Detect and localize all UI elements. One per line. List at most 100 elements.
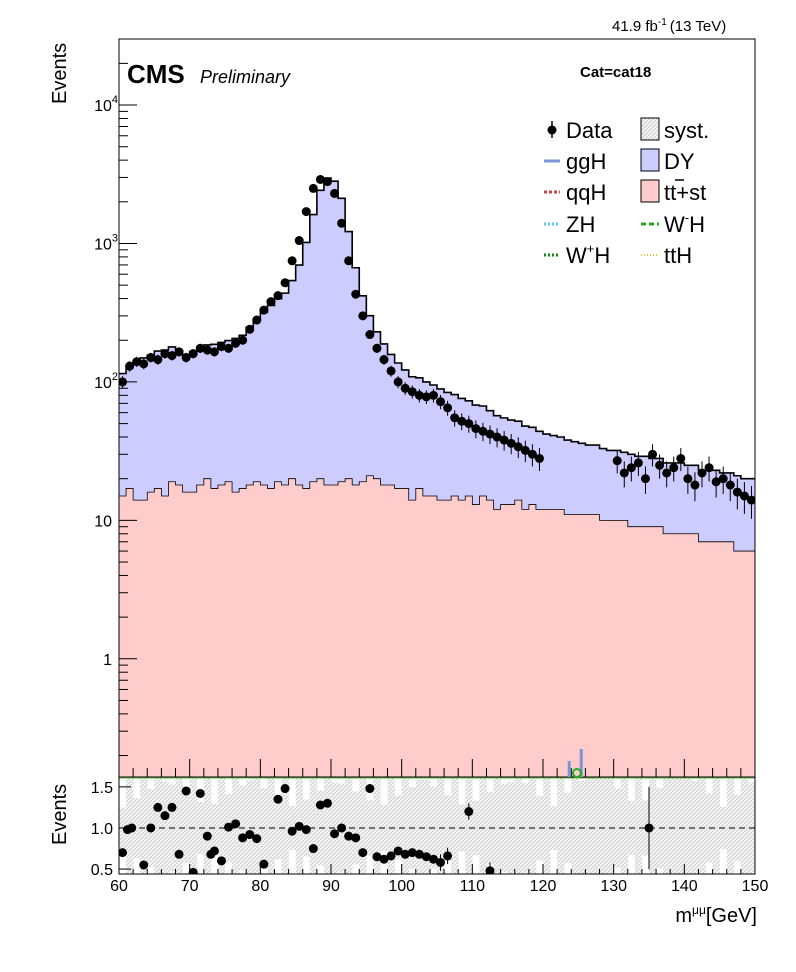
dy-bar — [493, 415, 501, 510]
tt-bar — [465, 495, 473, 777]
data-point — [499, 435, 509, 445]
dy-bar — [698, 470, 706, 542]
legend-ggh-label: ggH — [566, 149, 606, 174]
syst-band — [253, 778, 261, 874]
data-point — [146, 353, 156, 363]
syst-band — [592, 777, 600, 874]
tt-bar — [253, 481, 261, 777]
dy-bar — [203, 344, 212, 479]
syst-band — [444, 795, 452, 861]
dy-bar — [281, 293, 289, 486]
y-axis-ratio: 1.5 1.0 0.5 — [91, 780, 131, 879]
tt-bar — [620, 520, 629, 777]
data-point — [513, 442, 523, 452]
tt-bar — [408, 500, 417, 777]
syst-band — [281, 777, 289, 874]
data-point — [640, 474, 650, 484]
dy-bar — [323, 178, 332, 486]
ratio-point — [436, 857, 446, 867]
ratio-point — [372, 852, 382, 862]
data-point — [280, 278, 290, 288]
legend: Data syst. ggH DY qqH tt+st ZH W-H W+H t… — [544, 117, 709, 268]
ratio-point — [273, 794, 283, 804]
tt-bar — [147, 492, 155, 777]
data-point — [231, 338, 241, 348]
legend-syst-box — [640, 117, 660, 141]
dy-bar — [663, 462, 671, 534]
syst-band — [323, 777, 332, 874]
ratio-point — [280, 784, 290, 794]
ratio-point — [287, 826, 297, 836]
data-point — [478, 426, 488, 436]
data-point — [181, 353, 191, 363]
data-point — [287, 256, 297, 266]
ratio-point — [209, 846, 219, 856]
data-point — [711, 477, 721, 487]
tt-bar — [239, 488, 247, 777]
dy-bar — [670, 462, 678, 534]
syst-band — [585, 777, 593, 874]
syst-band — [133, 797, 141, 858]
syst-band — [140, 777, 148, 874]
x-tick-label: 150 — [742, 878, 769, 895]
vh-signal-marker — [571, 768, 582, 778]
ratio-point — [160, 811, 170, 821]
tt-bar — [691, 533, 699, 777]
dy-bar — [712, 470, 720, 542]
ratio-point — [188, 867, 198, 874]
dy-bar — [571, 441, 579, 515]
syst-band — [620, 777, 629, 874]
data-point — [330, 188, 340, 198]
tt-bar — [437, 500, 445, 777]
dy-bar — [564, 440, 572, 515]
data-point — [718, 474, 728, 484]
total-bkg-outline — [119, 177, 755, 480]
data-point — [365, 330, 375, 340]
dy-bar — [465, 400, 473, 496]
y-tick-label: 102 — [94, 371, 118, 392]
tt-bar — [733, 551, 742, 777]
x-tick-label: 90 — [322, 878, 340, 895]
ratio-point — [139, 860, 149, 870]
tt-bar — [274, 481, 282, 777]
tt-bar — [133, 500, 141, 777]
ratio-y-tick-label: 1.0 — [91, 821, 113, 838]
ratio-point — [119, 848, 128, 858]
syst-band — [521, 783, 530, 873]
ratio-y-tick-label: 0.5 — [91, 862, 113, 879]
ratio-point — [216, 856, 226, 866]
syst-band — [451, 777, 459, 874]
dy-bar — [606, 450, 614, 521]
dy-bar — [486, 410, 494, 501]
data-point — [464, 419, 474, 429]
data-point — [471, 424, 481, 434]
dy-bar — [246, 327, 254, 486]
dy-bar — [401, 369, 410, 489]
ratio-point — [245, 830, 255, 840]
ratio-point — [344, 831, 354, 841]
tt-bar — [345, 478, 353, 777]
syst-band — [352, 791, 360, 865]
status-label: Preliminary — [200, 67, 291, 87]
x-axis: 60 70 80 90 100 110 120 130 140 150 — [110, 759, 768, 895]
dy-bar — [161, 350, 169, 496]
syst-band — [564, 792, 572, 864]
dy-bar — [740, 478, 749, 552]
dy-bar — [634, 456, 643, 527]
ratio-point — [231, 819, 241, 829]
y-tick-base: 1 — [103, 652, 112, 669]
ratio-point — [127, 823, 137, 833]
dy-bar — [253, 320, 261, 482]
tt-bar — [366, 475, 374, 777]
tt-bar — [415, 488, 424, 777]
dy-bar — [196, 347, 205, 486]
data-point — [662, 468, 672, 478]
legend-syst-label: syst. — [664, 118, 709, 143]
syst-band — [472, 800, 480, 856]
data-point — [676, 453, 686, 463]
syst-band — [613, 788, 622, 868]
dy-bar — [345, 231, 353, 479]
tt-bar — [232, 492, 240, 777]
ratio-point — [644, 823, 654, 833]
